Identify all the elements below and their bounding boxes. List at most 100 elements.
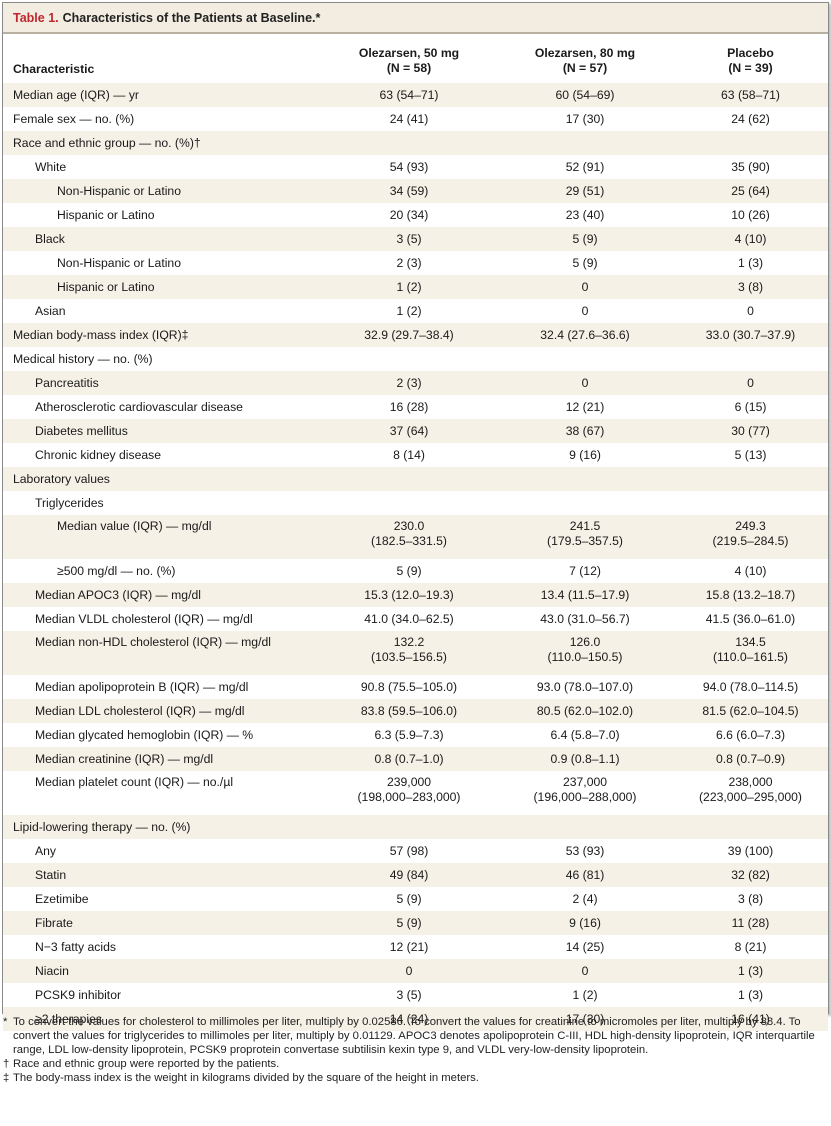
table-row: Medical history — no. (%)	[3, 347, 828, 371]
table-caption: Table 1. Characteristics of the Patients…	[3, 3, 828, 34]
cell-value	[673, 131, 828, 155]
row-label: Non-Hispanic or Latino	[57, 256, 181, 270]
table-row: PCSK9 inhibitor 3 (5) 1 (2) 1 (3)	[3, 983, 828, 1007]
cell-value: 35 (90)	[731, 160, 770, 174]
header-col2-name: Olezarsen, 80 mg	[534, 46, 636, 60]
cell-value: 23 (40)	[565, 208, 605, 222]
footnote-text: To convert the values for cholesterol to…	[13, 1016, 815, 1056]
cell-value	[497, 347, 673, 371]
cell-value: 16 (41)	[673, 1007, 828, 1031]
table-row: Median APOC3 (IQR) — mg/dl 15.3 (12.0–19.…	[3, 583, 828, 607]
cell-value: 5 (9)	[321, 911, 497, 935]
cell-value: 32.9 (29.7–38.4)	[321, 323, 497, 347]
cell-median: 238,000	[728, 775, 773, 789]
cell-value: 238,000 (223,000–295,000)	[673, 771, 828, 815]
cell-value: 249.3 (219.5–284.5)	[673, 515, 828, 559]
row-label: Hispanic or Latino	[57, 208, 155, 222]
cell-iqr: (110.0–161.5)	[713, 650, 788, 664]
cell-value: 10 (26)	[731, 208, 770, 222]
row-label: PCSK9 inhibitor	[35, 988, 122, 1002]
row-label: N−3 fatty acids	[35, 940, 116, 954]
cell-value: 8 (14)	[393, 448, 425, 462]
table-row: Any 57 (98) 53 (93) 39 (100)	[3, 839, 828, 863]
cell-value: 15.8 (13.2–18.7)	[673, 583, 828, 607]
cell-value: 6.6 (6.0–7.3)	[715, 728, 786, 742]
cell-value	[497, 467, 673, 491]
cell-value: 46 (81)	[497, 863, 673, 887]
table-row: Niacin 0 0 1 (3)	[3, 959, 828, 983]
table-row: Hispanic or Latino 1 (2) 0 3 (8)	[3, 275, 828, 299]
cell-value: 6.3 (5.9–7.3)	[374, 728, 444, 742]
row-label: Median age (IQR) — yr	[3, 83, 321, 107]
cell-value: 12 (21)	[389, 940, 429, 954]
cell-value: 1 (2)	[321, 275, 497, 299]
row-label: Ezetimibe	[35, 892, 89, 906]
row-label: Asian	[35, 304, 66, 318]
row-label: Lipid-lowering therapy — no. (%)	[3, 815, 321, 839]
table-row: Non-Hispanic or Latino 34 (59) 29 (51) 25 (…	[3, 179, 828, 203]
table-row: Atherosclerotic cardiovascular disease 16…	[3, 395, 828, 419]
table-row: Lipid-lowering therapy — no. (%)	[3, 815, 828, 839]
cell-value	[321, 467, 497, 491]
cell-median: 249.3	[735, 519, 766, 533]
table-row: Non-Hispanic or Latino 2 (3) 5 (9) 1 (3)	[3, 251, 828, 275]
cell-value: 8 (21)	[734, 940, 767, 954]
cell-value: 2 (4)	[572, 892, 598, 906]
cell-value: 93.0 (78.0–107.0)	[536, 680, 634, 694]
row-label: Atherosclerotic cardiovascular disease	[35, 400, 243, 414]
cell-value: 43.0 (31.0–56.7)	[540, 612, 630, 626]
row-label: Median LDL cholesterol (IQR) — mg/dl	[3, 699, 321, 723]
row-label: Any	[35, 844, 57, 858]
cell-value: 25 (64)	[673, 179, 828, 203]
cell-value: 54 (93)	[389, 160, 429, 174]
table-row: Statin 49 (84) 46 (81) 32 (82)	[3, 863, 828, 887]
table-row: Median platelet count (IQR) — no./µl 239,…	[3, 771, 828, 815]
row-label: Race and ethnic group — no. (%)†	[3, 131, 321, 155]
footnote-text: Race and ethnic group were reported by t…	[13, 1058, 280, 1070]
footnote-mark: †	[3, 1058, 10, 1070]
table-row: Triglycerides	[3, 491, 828, 515]
cell-median: 230.0	[393, 519, 425, 533]
cell-median: 237,000	[562, 775, 608, 789]
footnote: * To convert the values for cholesterol t…	[0, 1015, 831, 1057]
table-row: N−3 fatty acids 12 (21) 14 (25) 8 (21)	[3, 935, 828, 959]
cell-value: 3 (5)	[321, 227, 497, 251]
cell-value: 49 (84)	[321, 863, 497, 887]
row-label: Fibrate	[3, 911, 321, 935]
cell-iqr: (179.5–357.5)	[547, 534, 623, 548]
cell-value: 0	[497, 959, 673, 983]
cell-value: 20 (34)	[389, 208, 429, 222]
row-label: Median platelet count (IQR) — no./µl	[35, 775, 234, 789]
table-row: Median creatinine (IQR) — mg/dl 0.8 (0.7–…	[3, 747, 828, 771]
cell-value: 34 (59)	[321, 179, 497, 203]
cell-value: 1 (3)	[737, 256, 764, 270]
table-row: White 54 (93) 52 (91) 35 (90)	[3, 155, 828, 179]
cell-value: 6 (15)	[734, 400, 767, 414]
row-label: Median body-mass index (IQR)‡	[3, 323, 321, 347]
cell-value	[673, 815, 828, 839]
table-row: Laboratory values	[3, 467, 828, 491]
cell-value: 81.5 (62.0–104.5)	[673, 699, 828, 723]
table-row: Median non-HDL cholesterol (IQR) — mg/dl…	[3, 631, 828, 675]
cell-iqr: (182.5–331.5)	[371, 534, 447, 548]
table-row: Median age (IQR) — yr 63 (54–71) 60 (54–69…	[3, 83, 828, 107]
cell-iqr: (223,000–295,000)	[698, 790, 802, 804]
row-label: ≥500 mg/dl — no. (%)	[57, 564, 176, 578]
cell-value: 17 (30)	[497, 1007, 673, 1031]
table-row: Median VLDL cholesterol (IQR) — mg/dl 41.…	[3, 607, 828, 631]
row-label: Median APOC3 (IQR) — mg/dl	[3, 583, 321, 607]
row-label: Chronic kidney disease	[35, 448, 162, 462]
cell-value: 16 (28)	[389, 400, 429, 414]
cell-value: 57 (98)	[389, 844, 429, 858]
cell-value	[321, 131, 497, 155]
table-panel: Table 1. Characteristics of the Patients…	[2, 2, 829, 1031]
table-row: ≥2 therapies 14 (24) 17 (30) 16 (41)	[3, 1007, 828, 1031]
row-label: Black	[3, 227, 321, 251]
cell-value: 32.4 (27.6–36.6)	[497, 323, 673, 347]
cell-value	[673, 347, 828, 371]
footnote: ‡ The body-mass index is the weight in ki…	[0, 1071, 831, 1085]
header-characteristic: Characteristic	[13, 62, 95, 76]
cell-value: 14 (24)	[321, 1007, 497, 1031]
cell-value: 41.0 (34.0–62.5)	[364, 612, 454, 626]
row-label: Median non-HDL cholesterol (IQR) — mg/dl	[3, 631, 321, 675]
